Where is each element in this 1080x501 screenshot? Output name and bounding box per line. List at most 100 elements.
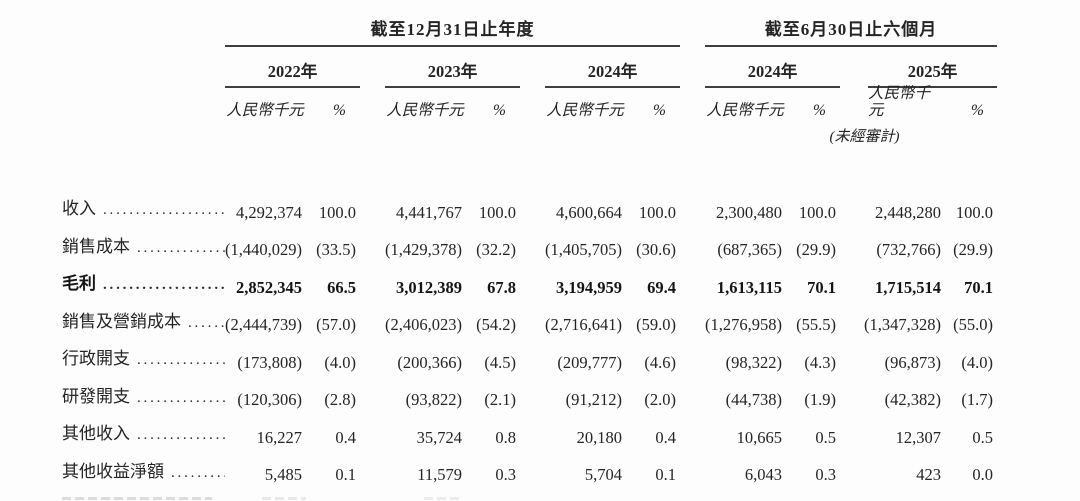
cell-value: 16,227 <box>256 427 302 447</box>
percent-header: % <box>813 101 826 119</box>
year-header-2023: 2023年 <box>385 47 520 88</box>
cell-value: 66.5 <box>327 277 356 297</box>
cell-value: (4.0) <box>961 352 993 372</box>
cell-value: (96,873) <box>884 352 941 372</box>
cell-value: (59.0) <box>636 315 676 335</box>
cell-value: 0.3 <box>495 465 516 485</box>
table-header: 截至12月31日止年度 截至6月30日止六個月 2022年 2023年 2024… <box>62 0 997 152</box>
row-label: 其他收入 <box>62 419 225 457</box>
cell-value: 3,012,389 <box>396 277 462 297</box>
clipped-next-row-fragment <box>424 497 460 500</box>
cell-value: (42,382) <box>884 390 941 410</box>
cell-value: (1,405,705) <box>545 240 622 260</box>
cell-value: 0.3 <box>815 465 836 485</box>
percent-header: % <box>971 101 984 119</box>
year-header-2022: 2022年 <box>225 47 360 88</box>
cell-value: 100.0 <box>798 202 836 222</box>
unit-header: 人民幣千元 <box>706 101 784 119</box>
clipped-next-row-fragment <box>262 497 306 500</box>
cell-value: 4,292,374 <box>236 202 302 222</box>
cell-value: (30.6) <box>636 240 676 260</box>
cell-value: 2,852,345 <box>236 277 302 297</box>
row-label: 研發開支 <box>62 382 225 420</box>
cell-value: 10,665 <box>736 427 782 447</box>
unit-header: 人民幣千元 <box>386 101 464 119</box>
year-header-2024-interim: 2024年 <box>705 47 840 88</box>
dot-leader <box>96 277 225 294</box>
row-label-text: 銷售成本 <box>62 236 130 256</box>
percent-header: % <box>493 101 506 119</box>
row-label-text: 其他收入 <box>62 424 130 443</box>
cell-value: 1,613,115 <box>716 277 782 297</box>
cell-value: 3,194,959 <box>556 277 622 297</box>
cell-value: (98,322) <box>725 352 782 372</box>
unit-header: 人民幣千元 <box>546 101 624 119</box>
dot-leader <box>130 427 225 444</box>
dot-leader <box>130 240 225 257</box>
cell-value: 2,300,480 <box>716 202 782 222</box>
row-label-text: 行政開支 <box>62 349 130 368</box>
cell-value: (2.8) <box>324 390 356 410</box>
clipped-next-row-fragment <box>62 497 212 500</box>
row-label: 行政開支 <box>62 344 225 382</box>
period-group-title-annual: 截至12月31日止年度 <box>225 0 680 47</box>
cell-value: 100.0 <box>478 202 516 222</box>
cell-value: 4,600,664 <box>556 202 622 222</box>
cell-value: (1,429,378) <box>385 240 462 260</box>
row-label: 其他收益淨額 <box>62 457 225 495</box>
cell-value: (1.7) <box>961 390 993 410</box>
cell-value: (54.2) <box>476 315 516 335</box>
cell-value: (120,306) <box>237 390 302 410</box>
cell-value: 11,579 <box>417 465 462 485</box>
cell-value: 1,715,514 <box>875 277 941 297</box>
cell-value: 5,704 <box>584 465 622 485</box>
dot-leader <box>96 202 225 219</box>
cell-value: 423 <box>916 465 941 485</box>
cell-value: 2,448,280 <box>875 202 941 222</box>
cell-value: (93,822) <box>405 390 462 410</box>
dot-leader <box>164 465 225 482</box>
cell-value: (732,766) <box>876 240 941 260</box>
cell-value: 4,441,767 <box>396 202 462 222</box>
cell-value: 69.4 <box>647 277 676 297</box>
cell-value: (29.9) <box>953 240 993 260</box>
cell-value: (29.9) <box>796 240 836 260</box>
cell-value: 0.1 <box>335 465 356 485</box>
cell-value: (1.9) <box>804 390 836 410</box>
cell-value: 70.1 <box>964 277 993 297</box>
row-label-text: 收入 <box>62 199 96 218</box>
cell-value: 0.4 <box>655 427 676 447</box>
year-header-2025-interim: 2025年 <box>868 47 997 88</box>
cell-value: 100.0 <box>318 202 356 222</box>
cell-value: 100.0 <box>955 202 993 222</box>
cell-value: 35,724 <box>416 427 462 447</box>
unaudited-note: (未經審計) <box>829 128 900 145</box>
cell-value: (1,276,958) <box>705 315 782 335</box>
row-label: 收入 <box>62 194 225 232</box>
row-label-text: 銷售及營銷成本 <box>62 311 181 331</box>
percent-header: % <box>333 101 346 119</box>
row-label-text: 其他收益淨額 <box>62 461 164 481</box>
dot-leader <box>181 315 225 332</box>
cell-value: (2.0) <box>644 390 676 410</box>
cell-value: (2.1) <box>484 390 516 410</box>
row-label-text: 毛利 <box>62 274 96 293</box>
cell-value: (44,738) <box>725 390 782 410</box>
row-label: 銷售及營銷成本 <box>62 307 225 345</box>
cell-value: 0.1 <box>655 465 676 485</box>
row-label: 毛利 <box>62 269 225 307</box>
cell-value: 5,485 <box>264 465 302 485</box>
period-group-title-interim: 截至6月30日止六個月 <box>705 0 997 47</box>
cell-value: (32.2) <box>476 240 516 260</box>
cell-value: (1,347,328) <box>864 315 941 335</box>
cell-value: 12,307 <box>895 427 941 447</box>
cell-value: (209,777) <box>557 352 622 372</box>
cell-value: (2,444,739) <box>225 315 302 335</box>
cell-value: (2,716,641) <box>545 315 622 335</box>
cell-value: (55.5) <box>796 315 836 335</box>
cell-value: (33.5) <box>316 240 356 260</box>
cell-value: 0.8 <box>495 427 516 447</box>
cell-value: (4.6) <box>644 352 676 372</box>
unit-header: 人民幣千元 <box>226 101 304 119</box>
